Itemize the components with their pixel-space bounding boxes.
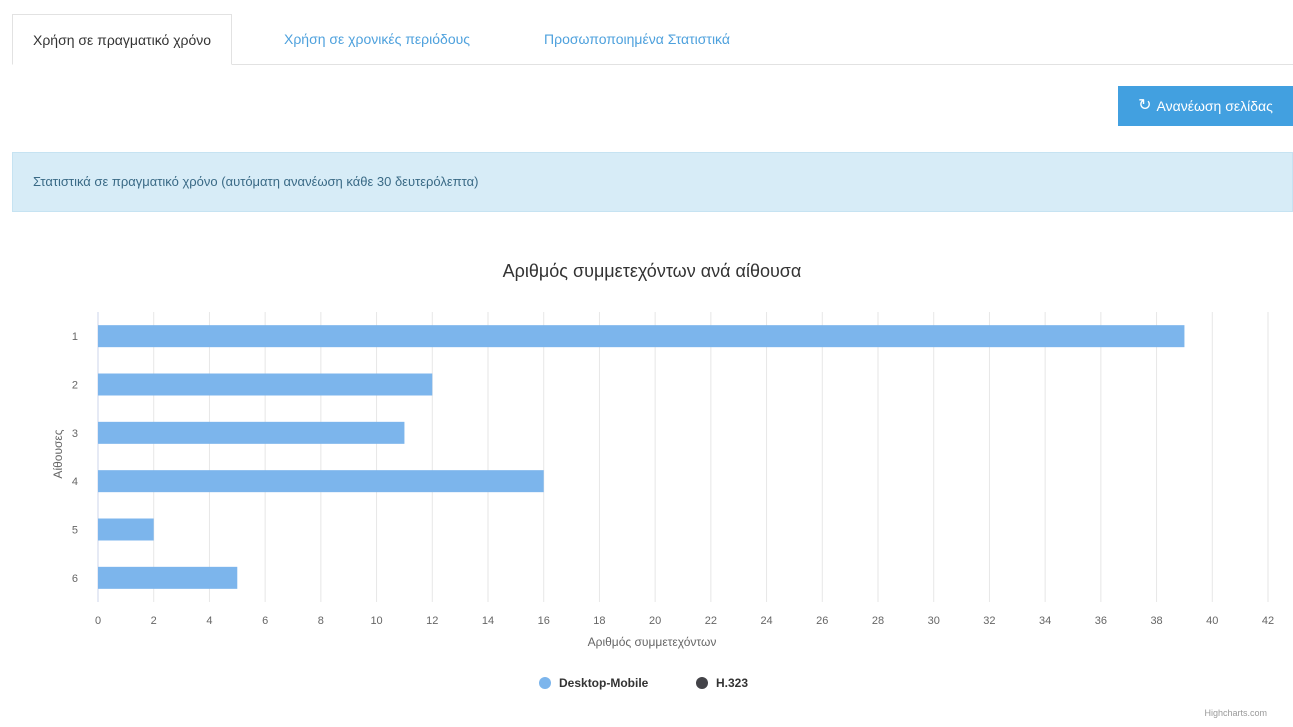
x-tick-label: 2 bbox=[151, 615, 157, 627]
bar[interactable] bbox=[98, 566, 238, 589]
y-axis-title: Αίθουσες bbox=[51, 429, 65, 478]
x-tick-label: 14 bbox=[482, 615, 494, 627]
chart-grid bbox=[97, 312, 1269, 602]
x-tick-label: 4 bbox=[206, 615, 212, 627]
x-tick-label: 8 bbox=[318, 615, 324, 627]
x-tick-label: 16 bbox=[538, 615, 550, 627]
x-tick-label: 34 bbox=[1039, 615, 1051, 627]
x-tick-label: 20 bbox=[649, 615, 661, 627]
chart-credit: Highcharts.com bbox=[1204, 708, 1267, 718]
x-tick-label: 36 bbox=[1095, 615, 1107, 627]
legend-label[interactable]: Desktop-Mobile bbox=[559, 676, 649, 690]
info-panel: Στατιστικά σε πραγματικό χρόνο (αυτόματη… bbox=[12, 152, 1293, 212]
tab-period-usage[interactable]: Χρήση σε χρονικές περιόδους bbox=[284, 31, 471, 47]
x-tick-label: 0 bbox=[95, 615, 101, 627]
x-tick-label: 42 bbox=[1262, 615, 1274, 627]
y-tick-label: 5 bbox=[72, 525, 78, 537]
chart-bars bbox=[98, 325, 1185, 589]
y-axis-ticks: 1 2 3 4 5 6 bbox=[72, 331, 78, 585]
x-tick-label: 26 bbox=[816, 615, 828, 627]
legend-label[interactable]: H.323 bbox=[716, 676, 748, 690]
y-tick-label: 1 bbox=[72, 331, 78, 343]
tab-bar: Χρήση σε πραγματικό χρόνο Χρήση σε χρονι… bbox=[12, 14, 1293, 65]
x-tick-label: 32 bbox=[983, 615, 995, 627]
x-tick-label: 40 bbox=[1206, 615, 1218, 627]
x-tick-label: 38 bbox=[1150, 615, 1162, 627]
tab-personalized-stats[interactable]: Προσωποποιημένα Στατιστικά bbox=[544, 31, 730, 47]
y-tick-label: 2 bbox=[72, 380, 78, 392]
bar[interactable] bbox=[98, 518, 154, 541]
bar[interactable] bbox=[98, 470, 544, 493]
y-tick-label: 3 bbox=[72, 428, 78, 440]
x-tick-label: 6 bbox=[262, 615, 268, 627]
refresh-page-button[interactable]: ↻ Ανανέωση σελίδας bbox=[1118, 86, 1293, 126]
tab-realtime-usage[interactable]: Χρήση σε πραγματικό χρόνο bbox=[12, 14, 233, 65]
x-axis-title: Αριθμός συμμετεχόντων bbox=[588, 635, 717, 649]
y-tick-label: 4 bbox=[72, 476, 78, 488]
x-axis-ticks: 0 2 4 6 8 10 12 14 16 18 20 22 24 26 28 30 32 34 36 38 40 42 bbox=[95, 615, 1274, 627]
bar[interactable] bbox=[98, 421, 405, 444]
y-tick-label: 6 bbox=[72, 573, 78, 585]
bar[interactable] bbox=[98, 373, 433, 396]
legend-marker[interactable] bbox=[696, 677, 708, 689]
x-tick-label: 22 bbox=[705, 615, 717, 627]
refresh-icon: ↻ bbox=[1138, 97, 1152, 114]
x-tick-label: 18 bbox=[593, 615, 605, 627]
x-tick-label: 24 bbox=[760, 615, 772, 627]
legend-marker[interactable] bbox=[539, 677, 551, 689]
x-tick-label: 28 bbox=[872, 615, 884, 627]
chart-legend: Desktop-Mobile H.323 bbox=[539, 676, 748, 690]
bar[interactable] bbox=[98, 325, 1185, 348]
x-tick-label: 12 bbox=[426, 615, 438, 627]
refresh-page-label: Ανανέωση σελίδας bbox=[1156, 98, 1273, 114]
chart-title: Αριθμός συμμετεχόντων ανά αίθουσα bbox=[503, 261, 802, 281]
x-tick-label: 30 bbox=[928, 615, 940, 627]
x-tick-label: 10 bbox=[370, 615, 382, 627]
